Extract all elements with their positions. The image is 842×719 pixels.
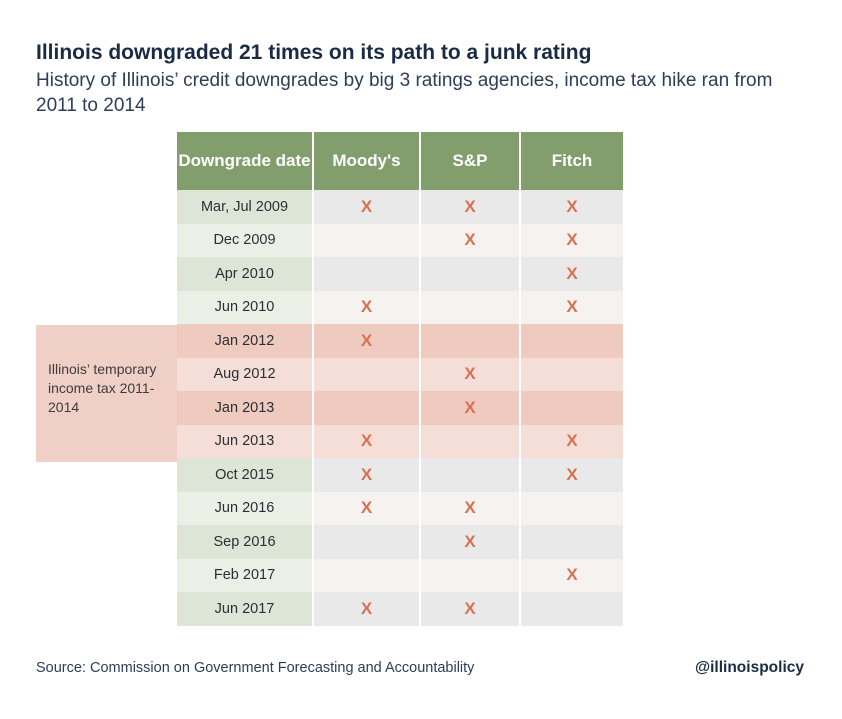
table-row: Dec 2009 X X <box>177 223 623 257</box>
downgrade-table: Downgrade date Moody's S&P Fitch Mar, Ju… <box>177 132 623 626</box>
sp-downgrade-mark: X <box>464 531 476 551</box>
table-row: Feb 2017 X <box>177 558 623 592</box>
sp-downgrade-mark: X <box>464 196 476 216</box>
downgrade-date-cell: Oct 2015 <box>177 458 314 492</box>
sp-downgrade-mark: X <box>464 364 476 384</box>
sp-downgrade-mark: X <box>464 498 476 518</box>
sp-cell <box>421 290 521 324</box>
moodys-cell <box>314 257 421 291</box>
sp-downgrade-mark: X <box>464 230 476 250</box>
table-header: Downgrade date Moody's S&P Fitch <box>177 132 623 190</box>
header-sp: S&P <box>421 132 521 190</box>
chart-subtitle: History of Illinois’ credit downgrades b… <box>36 70 773 116</box>
sp-cell <box>421 324 521 358</box>
sp-cell: X <box>421 190 521 224</box>
sp-cell <box>421 558 521 592</box>
fitch-cell: X <box>521 190 623 224</box>
fitch-cell: X <box>521 458 623 492</box>
sp-cell <box>421 257 521 291</box>
downgrade-date-cell: Jan 2013 <box>177 391 314 425</box>
fitch-cell: X <box>521 290 623 324</box>
moodys-downgrade-mark: X <box>360 297 373 317</box>
table-row: Aug 2012 X <box>177 357 623 391</box>
fitch-downgrade-mark: X <box>566 263 578 283</box>
fitch-cell: X <box>521 424 623 458</box>
sp-cell: X <box>421 357 521 391</box>
downgrade-date-cell: Jun 2017 <box>177 592 314 626</box>
fitch-downgrade-mark: X <box>566 464 578 484</box>
fitch-cell <box>521 324 623 358</box>
table-row: Jun 2013 X X <box>177 424 623 458</box>
moodys-cell: X <box>314 491 421 525</box>
moodys-downgrade-mark: X <box>360 330 373 350</box>
moodys-cell: X <box>314 458 421 492</box>
table-body: Mar, Jul 2009 X X X Dec 2009 X X Apr 2010 X Jun 2… <box>177 190 623 626</box>
fitch-cell: X <box>521 558 623 592</box>
table-row: Jan 2013 X <box>177 391 623 425</box>
moodys-cell: X <box>314 290 421 324</box>
downgrade-date-cell: Mar, Jul 2009 <box>177 190 314 224</box>
table-row: Mar, Jul 2009 X X X <box>177 190 623 224</box>
moodys-cell <box>314 391 421 425</box>
table-row: Jun 2016 X X <box>177 491 623 525</box>
brand-handle: @illinoispolicy <box>695 659 804 676</box>
table-row: Jun 2010 X X <box>177 290 623 324</box>
moodys-cell <box>314 525 421 559</box>
sp-cell <box>421 424 521 458</box>
table-row: Jan 2012 X <box>177 324 623 358</box>
moodys-cell <box>314 558 421 592</box>
downgrade-date-cell: Aug 2012 <box>177 357 314 391</box>
downgrade-date-cell: Sep 2016 <box>177 525 314 559</box>
fitch-downgrade-mark: X <box>566 565 578 585</box>
sp-cell: X <box>421 525 521 559</box>
moodys-downgrade-mark: X <box>360 598 373 618</box>
chart-title: Illinois downgraded 21 times on its path… <box>36 41 592 64</box>
sp-cell: X <box>421 592 521 626</box>
fitch-cell: X <box>521 257 623 291</box>
header-downgrade-date: Downgrade date <box>177 132 314 190</box>
table-row: Apr 2010 X <box>177 257 623 291</box>
downgrade-date-cell: Jun 2010 <box>177 290 314 324</box>
moodys-downgrade-mark: X <box>360 431 373 451</box>
fitch-downgrade-mark: X <box>566 196 578 216</box>
table-row: Sep 2016 X <box>177 525 623 559</box>
downgrade-date-cell: Feb 2017 <box>177 558 314 592</box>
fitch-cell <box>521 391 623 425</box>
downgrade-date-cell: Dec 2009 <box>177 223 314 257</box>
sp-cell: X <box>421 223 521 257</box>
moodys-cell: X <box>314 424 421 458</box>
fitch-downgrade-mark: X <box>566 230 578 250</box>
source-note: Source: Commission on Government Forecas… <box>36 660 475 676</box>
moodys-downgrade-mark: X <box>360 464 373 484</box>
downgrade-date-cell: Jun 2016 <box>177 491 314 525</box>
header-fitch: Fitch <box>521 132 623 190</box>
fitch-cell <box>521 592 623 626</box>
sp-downgrade-mark: X <box>464 598 476 618</box>
table-row: Oct 2015 X X <box>177 458 623 492</box>
fitch-cell <box>521 491 623 525</box>
fitch-cell: X <box>521 223 623 257</box>
downgrade-date-cell: Jun 2013 <box>177 424 314 458</box>
moodys-cell: X <box>314 592 421 626</box>
header-moodys: Moody's <box>314 132 421 190</box>
sp-downgrade-mark: X <box>464 397 476 417</box>
fitch-cell <box>521 357 623 391</box>
downgrade-date-cell: Apr 2010 <box>177 257 314 291</box>
fitch-downgrade-mark: X <box>566 297 578 317</box>
moodys-downgrade-mark: X <box>360 196 373 216</box>
sp-cell: X <box>421 491 521 525</box>
moodys-cell <box>314 357 421 391</box>
sp-cell <box>421 458 521 492</box>
moodys-downgrade-mark: X <box>360 498 373 518</box>
sp-cell: X <box>421 391 521 425</box>
moodys-cell: X <box>314 324 421 358</box>
moodys-cell <box>314 223 421 257</box>
fitch-downgrade-mark: X <box>566 431 578 451</box>
downgrade-date-cell: Jan 2012 <box>177 324 314 358</box>
moodys-cell: X <box>314 190 421 224</box>
fitch-cell <box>521 525 623 559</box>
table-row: Jun 2017 X X <box>177 592 623 626</box>
income-tax-period-label: Illinois’ temporary income tax 2011-2014 <box>48 361 157 415</box>
